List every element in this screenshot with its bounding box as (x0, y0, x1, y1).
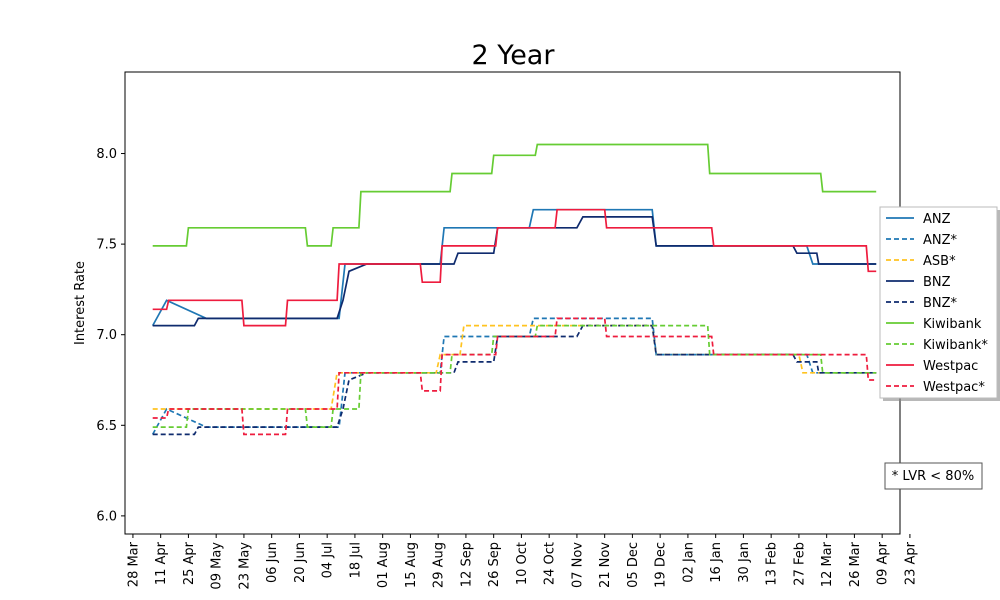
series-line-7 (152, 208, 877, 327)
x-tick-label-27: 09 Apr (876, 541, 891, 585)
y-tick-label-4: 8.0 (96, 147, 117, 162)
x-tick-label-6: 20 Jun (293, 542, 308, 583)
x-tick-label-19: 19 Dec (654, 542, 669, 588)
x-tick-label-10: 15 Aug (404, 542, 419, 588)
series-line-5 (152, 143, 877, 247)
x-tick-label-24: 27 Feb (792, 542, 807, 586)
x-tick-label-14: 10 Oct (515, 542, 530, 585)
x-tick-label-28: 23 Apr (903, 541, 918, 585)
legend-label-8: Westpac* (923, 380, 985, 395)
legend-label-6: Kiwibank* (923, 338, 988, 353)
x-tick-label-16: 07 Nov (570, 542, 585, 588)
y-axis-label: Interest Rate (73, 261, 88, 345)
x-axis: 28 Mar 11 Apr 25 Apr 09 May 23 May 06 Jun 20 J… (126, 534, 918, 590)
legend-label-0: ANZ (923, 212, 951, 227)
x-tick-label-7: 04 Jul (321, 542, 336, 578)
x-tick-label-11: 29 Aug (432, 542, 447, 588)
x-tick-label-5: 06 Jun (265, 542, 280, 583)
x-tick-label-8: 18 Jul (348, 542, 363, 578)
x-tick-label-22: 30 Jan (737, 542, 752, 583)
lvr-note: * LVR < 80% (884, 462, 983, 490)
x-tick-label-21: 16 Jan (709, 542, 724, 583)
y-axis: 6.0 6.5 7.0 7.5 8.0 (96, 147, 125, 524)
x-tick-label-12: 12 Sep (459, 542, 474, 587)
legend-label-3: BNZ (923, 275, 951, 290)
x-tick-label-13: 26 Sep (487, 542, 502, 587)
chart-title: 2 Year (472, 40, 556, 71)
y-tick-label-3: 7.5 (96, 238, 117, 253)
lvr-note-text: * LVR < 80% (892, 469, 974, 484)
plot-frame (124, 71, 901, 535)
y-tick-label-0: 6.0 (96, 509, 117, 524)
series-line-6 (152, 324, 877, 428)
x-tick-label-9: 01 Aug (376, 542, 391, 588)
legend-label-5: Kiwibank (923, 317, 982, 332)
series-line-3 (152, 216, 877, 327)
x-tick-label-18: 05 Dec (626, 542, 641, 588)
y-tick-label-1: 6.5 (96, 419, 117, 434)
legend-frame (879, 206, 998, 399)
x-tick-label-20: 02 Jan (681, 542, 696, 583)
series-line-2 (152, 324, 877, 410)
x-tick-label-0: 28 Mar (126, 541, 141, 587)
x-tick-label-3: 09 May (210, 542, 225, 590)
legend-label-1: ANZ* (923, 233, 958, 248)
legend-label-7: Westpac (923, 359, 978, 374)
legend-label-4: BNZ* (923, 296, 958, 311)
y-tick-label-2: 7.0 (96, 328, 117, 343)
series-line-4 (152, 324, 877, 436)
x-tick-label-4: 23 May (237, 542, 252, 590)
series-line-8 (152, 317, 877, 436)
x-tick-label-26: 26 Mar (848, 541, 863, 587)
x-tick-label-17: 21 Nov (598, 542, 613, 588)
x-tick-label-15: 24 Oct (543, 542, 558, 585)
lvr-note-frame (884, 462, 983, 490)
x-tick-label-23: 13 Feb (765, 542, 780, 586)
legend: ANZ ANZ* ASB* BNZ BNZ* Kiwibank Kiwibank* Westp… (879, 206, 1000, 401)
x-tick-label-2: 25 Apr (182, 541, 197, 585)
series-layer (151, 143, 877, 436)
x-tick-label-25: 12 Mar (820, 541, 835, 587)
legend-label-2: ASB* (923, 254, 956, 269)
x-tick-label-1: 11 Apr (154, 541, 169, 585)
